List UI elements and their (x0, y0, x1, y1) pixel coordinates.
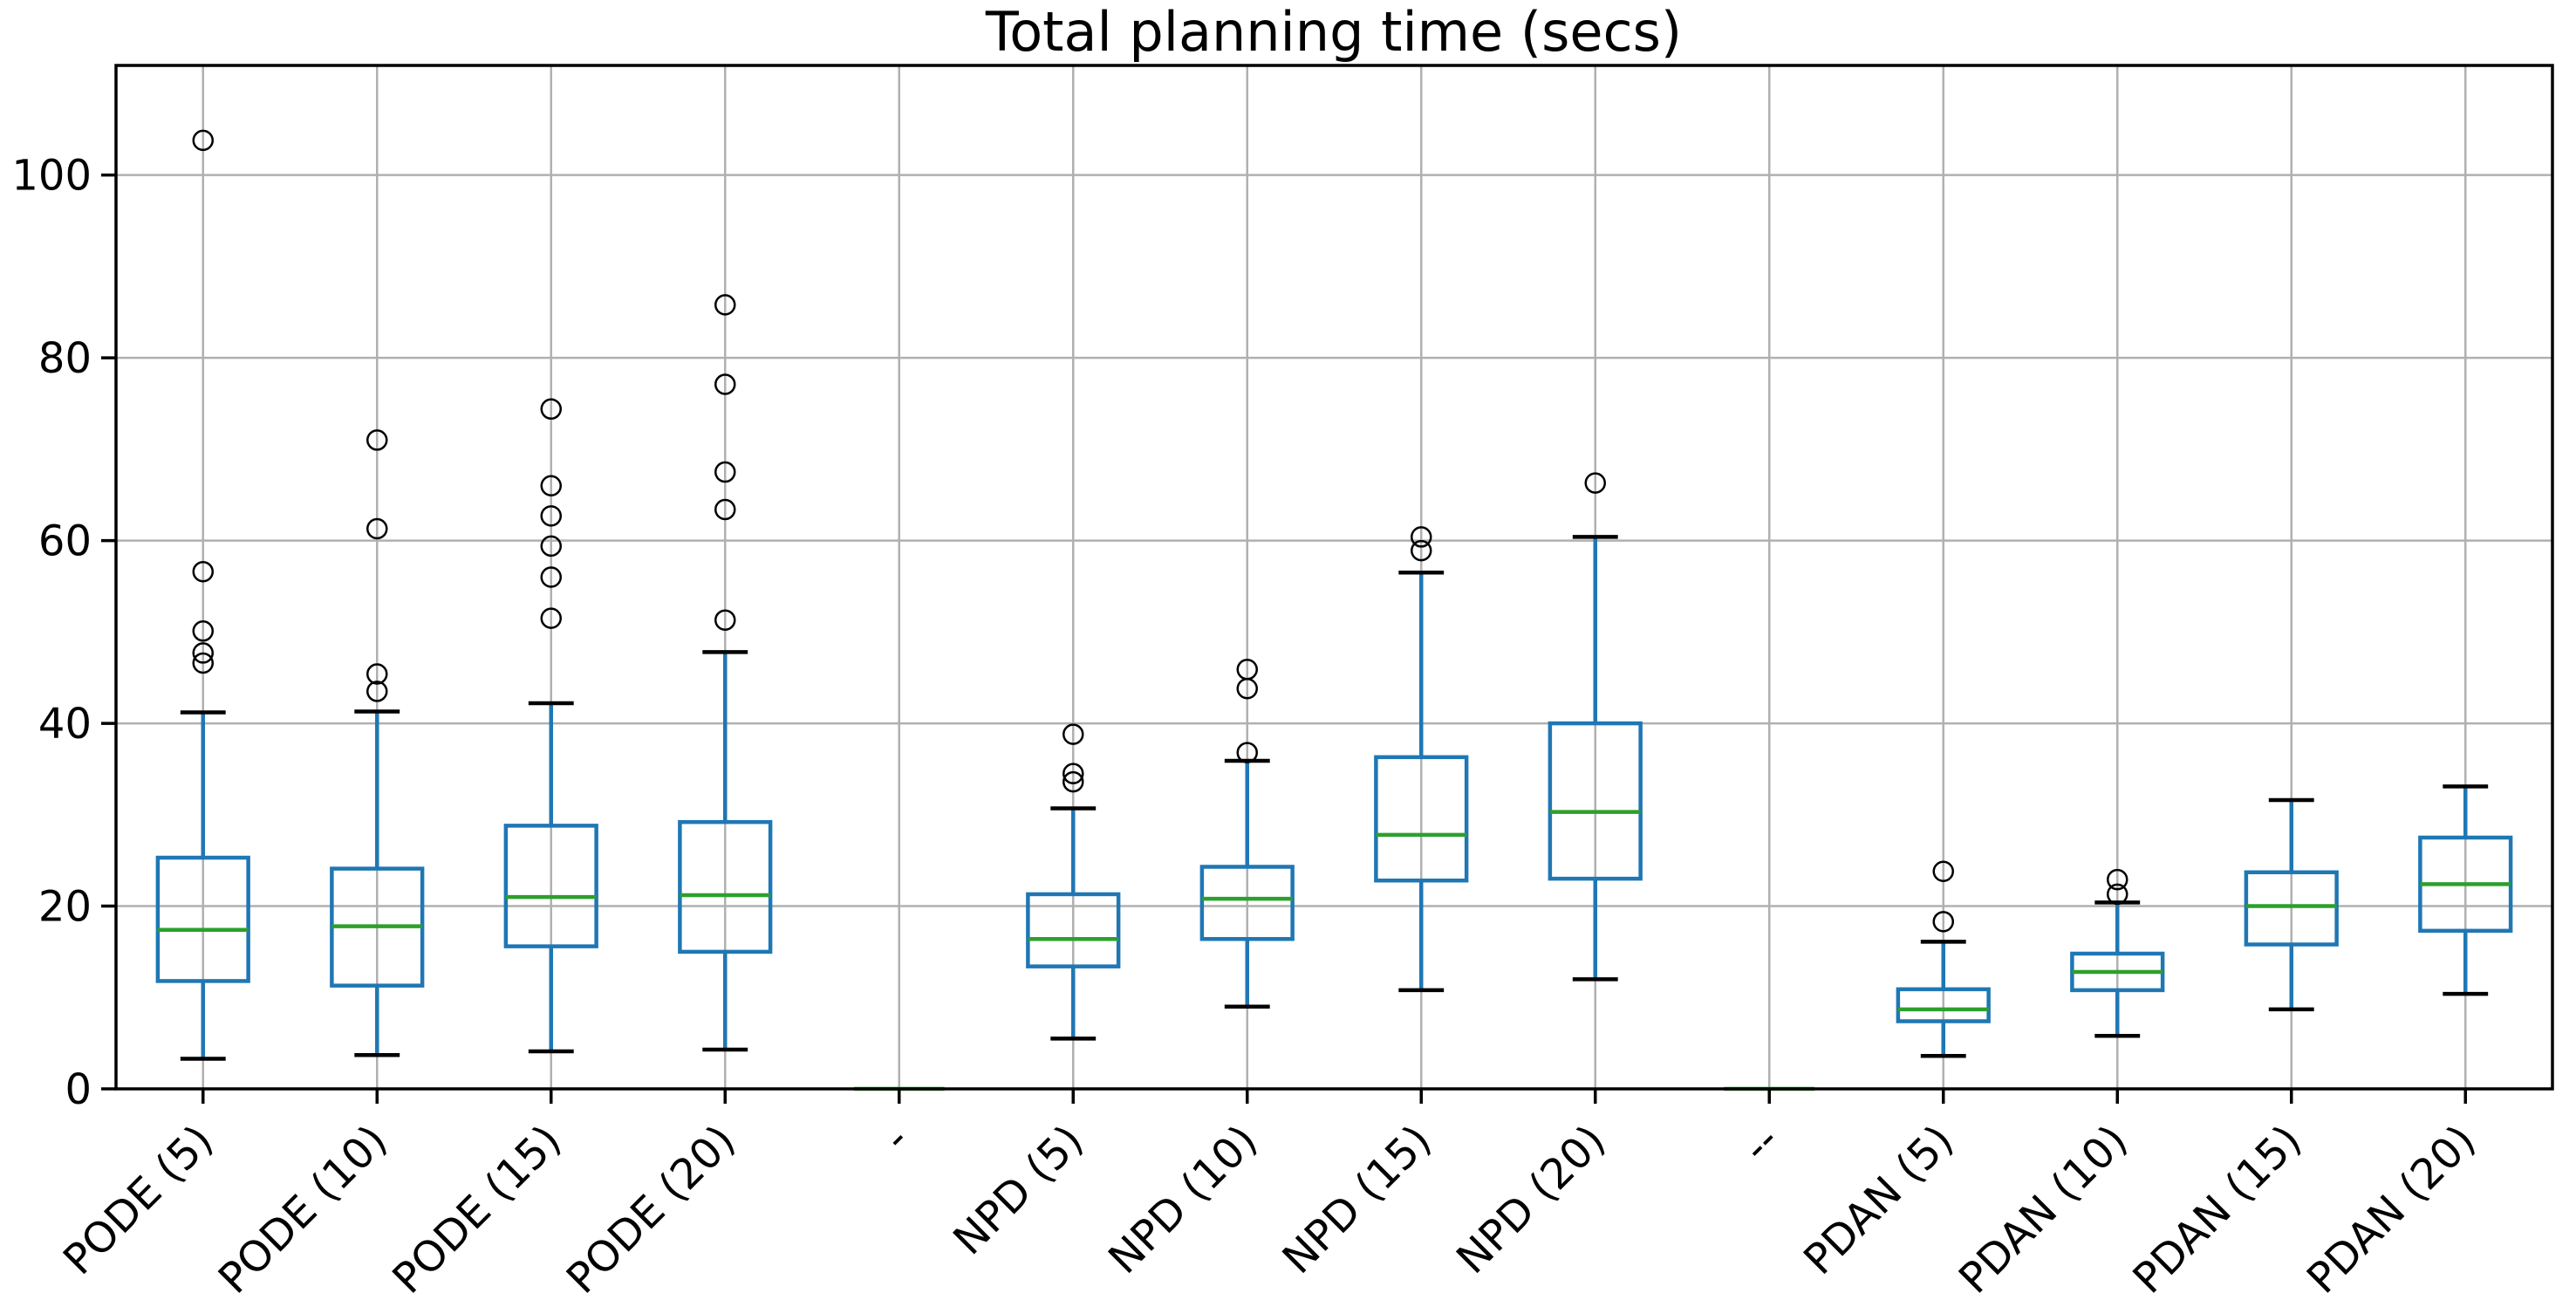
y-tick-label-0: 0 (65, 1065, 92, 1114)
y-tick-label-100: 100 (11, 152, 92, 201)
x-tick-label-pode-5: PODE (5) (54, 1116, 222, 1284)
x-tick-label-pode-15: PODE (15) (383, 1116, 571, 1300)
outlier-point-pode-10 (366, 517, 388, 540)
outlier-point-pode-20 (714, 373, 736, 395)
y-tick-label-60: 60 (38, 517, 92, 566)
boxplot-group-npd-20 (1548, 472, 1643, 982)
boxplot-group-npd-5 (1026, 723, 1121, 1041)
chart-title: Total planning time (secs) (985, 0, 1682, 64)
outlier-point-pode-15 (540, 475, 562, 497)
outlier-point-pode-5 (192, 129, 214, 152)
iqr-box-pode-5 (155, 855, 250, 983)
outlier-point-npd-5 (1063, 763, 1084, 784)
outlier-point-pode-15 (540, 535, 562, 558)
outlier-point-pdan-5 (1932, 860, 1954, 882)
outlier-point-pdan-10 (2107, 883, 2128, 906)
boxplot-group-npd-15 (1374, 526, 1469, 993)
x-tick-label-pode-10: PODE (10) (209, 1116, 397, 1300)
outlier-point-pode-15 (540, 607, 562, 629)
boxplot-group-pode-10 (330, 429, 425, 1057)
boxplot-group-pdan-15 (2244, 797, 2339, 1012)
x-tick-label-npd-5: NPD (5) (944, 1116, 1092, 1264)
outlier-point-pode-20 (714, 294, 736, 316)
outlier-point-npd-5 (1063, 723, 1084, 745)
outlier-point-pode-15 (540, 566, 562, 588)
y-tick-label-40: 40 (38, 700, 92, 749)
x-tick-label-dash: -- (1733, 1116, 1789, 1172)
y-tick-label-80: 80 (38, 334, 92, 383)
outlier-point-npd-20 (1584, 472, 1606, 494)
iqr-box-pdan-5 (1896, 987, 1991, 1023)
iqr-box-npd-20 (1548, 721, 1643, 881)
boxplot-group-pode-5 (155, 129, 250, 1061)
outlier-point-pdan-5 (1932, 911, 1954, 933)
x-tick-label-pode-20: PODE (20) (557, 1116, 745, 1300)
iqr-box-pdan-15 (2244, 870, 2339, 947)
y-tick-label-20: 20 (38, 883, 92, 932)
outlier-point-pode-10 (366, 663, 388, 685)
x-tick-label-npd-10: NPD (10) (1099, 1116, 1267, 1283)
outlier-point-pode-5 (192, 652, 214, 674)
outlier-point-pode-5 (192, 620, 214, 642)
x-tick-label-npd-15: NPD (15) (1274, 1116, 1441, 1283)
iqr-box-pode-15 (503, 824, 598, 948)
iqr-box-npd-10 (1199, 865, 1295, 941)
x-tick-label-pdan-10: PDAN (10) (1950, 1116, 2137, 1300)
iqr-box-npd-5 (1026, 892, 1121, 968)
boxplot-group-pdan-20 (2418, 784, 2513, 996)
outlier-point-npd-10 (1236, 659, 1258, 681)
outlier-point-pode-15 (540, 398, 562, 421)
outlier-point-npd-15 (1411, 526, 1432, 548)
boxplot-group-npd-10 (1199, 659, 1295, 1009)
x-tick-label-dash: - (873, 1116, 919, 1161)
outlier-point-pode-20 (714, 461, 736, 483)
iqr-box-npd-15 (1374, 755, 1469, 883)
outlier-point-pode-5 (192, 642, 214, 664)
outlier-point-npd-15 (1411, 539, 1432, 562)
outlier-point-npd-10 (1236, 742, 1258, 763)
x-tick-label-pdan-15: PDAN (15) (2124, 1116, 2312, 1300)
x-tick-label-npd-20: NPD (20) (1447, 1116, 1615, 1283)
iqr-box-pode-20 (678, 819, 773, 954)
boxplot-group-pode-15 (503, 398, 598, 1054)
outlier-point-pdan-10 (2107, 868, 2128, 891)
outlier-point-pode-10 (366, 681, 388, 702)
boxplot-group-pode-20 (678, 294, 773, 1052)
boxplot-group-pdan-10 (2070, 868, 2165, 1038)
x-tick-label-pdan-20: PDAN (20) (2298, 1116, 2485, 1300)
outlier-point-pode-20 (714, 498, 736, 521)
outlier-point-pode-5 (192, 560, 214, 583)
grid-layer (116, 65, 2552, 1091)
x-tick-label-pdan-5: PDAN (5) (1794, 1116, 1963, 1284)
box-layer (155, 129, 2513, 1091)
axis-layer: 0 20 40 60 80 100 PODE (5)PODE (10)PODE (15)PO… (11, 64, 2554, 1300)
outlier-point-pode-20 (714, 609, 736, 631)
plot-frame (114, 64, 2554, 1091)
outlier-point-npd-5 (1063, 770, 1084, 793)
outlier-point-pode-10 (366, 429, 388, 451)
boxplot-group-pdan-5 (1896, 860, 1991, 1058)
outlier-point-pode-15 (540, 505, 562, 527)
